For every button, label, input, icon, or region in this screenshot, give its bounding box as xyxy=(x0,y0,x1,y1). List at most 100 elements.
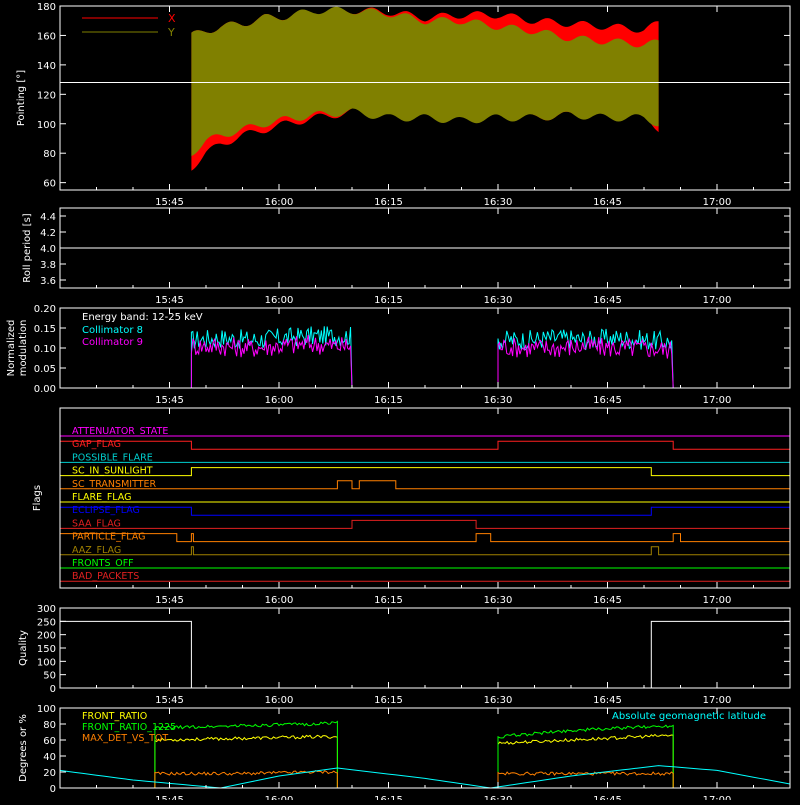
flag-line-aaz-flag xyxy=(60,546,790,556)
panel-4-xtick-label: 16:45 xyxy=(593,695,622,706)
panel-4-ylabel: Quality xyxy=(18,630,29,666)
panel-1-xtick-label: 16:30 xyxy=(484,295,513,306)
pointing-band-y xyxy=(191,6,659,157)
legend-label-y: Y xyxy=(167,26,175,39)
panel-3-xtick-label: 16:15 xyxy=(374,595,403,606)
panel-1-ytick-label: 3.6 xyxy=(40,276,56,287)
modulation-legend-collimator-9: Collimator 9 xyxy=(82,337,143,348)
panel-2-xtick-label: 15:45 xyxy=(155,395,184,406)
panel-2-ylabel: Normalized xyxy=(6,320,17,377)
ratio-front-ratio-seg-1 xyxy=(497,733,674,788)
flag-label-eclipse-flag: ECLIPSE_FLAG xyxy=(72,505,140,516)
ratio-max-det-vs-tot-seg-0 xyxy=(154,770,338,788)
panel-5-ytick-label: 100 xyxy=(37,704,56,715)
flag-line-sc-in-sunlight xyxy=(60,467,790,477)
panel-3-xtick-label: 16:30 xyxy=(484,595,513,606)
flag-label-particle-flag: PARTICLE_FLAG xyxy=(72,532,145,543)
ratio-legend-front-ratio-1225: FRONT_RATIO_1225 xyxy=(82,722,176,733)
panel-5-xtick-label: 17:00 xyxy=(703,795,732,800)
ratio-front-ratio-1225-seg-0 xyxy=(154,720,338,788)
panel-4-xtick-label: 16:15 xyxy=(374,695,403,706)
modulation-energy-band-label: Energy band: 12-25 keV xyxy=(82,312,203,323)
flag-line-gap-flag xyxy=(59,440,790,450)
panel-2-ytick-label: 0.10 xyxy=(34,344,56,355)
panel-3-xtick-label: 15:45 xyxy=(155,595,184,606)
panel-0-ylabel: Pointing [°] xyxy=(16,70,27,126)
panel-3-xtick-label: 16:00 xyxy=(265,595,294,606)
panel-5-xtick-label: 15:45 xyxy=(155,795,184,800)
panel-0-xtick-label: 15:45 xyxy=(155,197,184,208)
panel-4-xtick-label: 17:00 xyxy=(703,695,732,706)
panel-3-xtick-label: 16:45 xyxy=(593,595,622,606)
panel-4-ytick-label: 150 xyxy=(37,644,56,655)
panel-0-ytick-label: 140 xyxy=(37,61,56,72)
flag-label-gap-flag: GAP_FLAG xyxy=(72,439,121,450)
panel-2-xtick-label: 16:45 xyxy=(593,395,622,406)
panel-4-ytick-label: 300 xyxy=(37,604,56,615)
panel-4-ytick-label: 0 xyxy=(50,684,56,695)
ratio-front-ratio-1225-seg-1 xyxy=(497,724,674,788)
panel-2-ytick-label: 0.05 xyxy=(34,364,56,375)
panel-2-xtick-label: 16:00 xyxy=(265,395,294,406)
ratio-max-det-vs-tot-seg-1 xyxy=(497,771,674,788)
panel-5-xtick-label: 16:30 xyxy=(484,795,513,800)
flag-line-particle-flag xyxy=(59,533,790,543)
panel-4-xtick-label: 16:30 xyxy=(484,695,513,706)
quality-line xyxy=(60,620,790,689)
panel-0-xtick-label: 17:00 xyxy=(703,197,732,208)
modulation-collimator-9 xyxy=(497,336,674,389)
flag-label-sc-transmitter: SC_TRANSMITTER xyxy=(72,479,157,490)
flag-line-saa-flag xyxy=(60,519,790,529)
panel-0-ytick-label: 60 xyxy=(43,179,56,190)
panel-5-ytick-label: 80 xyxy=(43,720,56,731)
ratio-front-ratio-seg-0 xyxy=(154,734,338,788)
panel-0-ytick-label: 180 xyxy=(37,2,56,13)
panel-0-ytick-label: 80 xyxy=(43,149,56,160)
ratio-legend-front-ratio: FRONT_RATIO xyxy=(82,711,147,722)
panel-4-ytick-label: 250 xyxy=(37,617,56,628)
panel-5-xtick-label: 16:15 xyxy=(374,795,403,800)
panel-1-xtick-label: 15:45 xyxy=(155,295,184,306)
modulation-collimator-8 xyxy=(190,326,353,389)
panel-2-xtick-label: 16:15 xyxy=(374,395,403,406)
panel-3-ylabel: Flags xyxy=(32,485,43,511)
flag-label-bad-packets: BAD_PACKETS xyxy=(72,571,139,582)
panel-2-xtick-label: 17:00 xyxy=(703,395,732,406)
flag-label-possible-flare: POSSIBLE_FLARE xyxy=(72,452,153,463)
panel-1-xtick-label: 16:00 xyxy=(265,295,294,306)
flag-line-eclipse-flag xyxy=(59,506,791,516)
panel-4-xtick-label: 15:45 xyxy=(155,695,184,706)
panel-1-ytick-label: 4.4 xyxy=(40,212,56,223)
panel-0-xtick-label: 16:00 xyxy=(265,197,294,208)
panel-4-frame xyxy=(59,607,791,689)
flag-label-attenuator-state: ATTENUATOR_STATE xyxy=(72,426,168,437)
panel-0-xtick-label: 16:45 xyxy=(593,197,622,208)
panel-0-ytick-label: 120 xyxy=(37,90,56,101)
legend-label-x: X xyxy=(168,12,176,25)
ratio-legend-max-det-vs-tot: MAX_DET_VS_TOT xyxy=(82,733,168,744)
panel-4-ytick-label: 50 xyxy=(43,671,56,682)
panel-4-ytick-label: 200 xyxy=(37,631,56,642)
modulation-collimator-9 xyxy=(190,334,353,389)
panel-1-xtick-label: 17:00 xyxy=(703,295,732,306)
panel-1-ytick-label: 3.8 xyxy=(40,260,56,271)
panel-2-ytick-label: 0.00 xyxy=(34,384,56,395)
panel-4-xtick-label: 16:00 xyxy=(265,695,294,706)
modulation-legend-collimator-8: Collimator 8 xyxy=(82,325,143,336)
flag-label-flare-flag: FLARE_FLAG xyxy=(72,492,132,503)
panel-5-xtick-label: 16:45 xyxy=(593,795,622,800)
panel-0-xtick-label: 16:15 xyxy=(374,197,403,208)
panel-2-ytick-label: 0.15 xyxy=(34,324,56,335)
panel-5-xtick-label: 16:00 xyxy=(265,795,294,800)
flag-label-sc-in-sunlight: SC_IN_SUNLIGHT xyxy=(72,466,153,477)
panel-3-frame xyxy=(59,407,791,589)
panel-2-ytick-label: 0.20 xyxy=(34,304,56,315)
ratio-legend-geomagnetic-latitude: Absolute geomagnetic latitude xyxy=(612,711,766,722)
panel-3-xtick-label: 17:00 xyxy=(703,595,732,606)
panel-5-ytick-label: 0 xyxy=(50,784,56,795)
panel-2-xtick-label: 16:30 xyxy=(484,395,513,406)
flag-label-saa-flag: SAA_FLAG xyxy=(72,518,121,529)
panel-0-xtick-label: 16:30 xyxy=(484,197,513,208)
